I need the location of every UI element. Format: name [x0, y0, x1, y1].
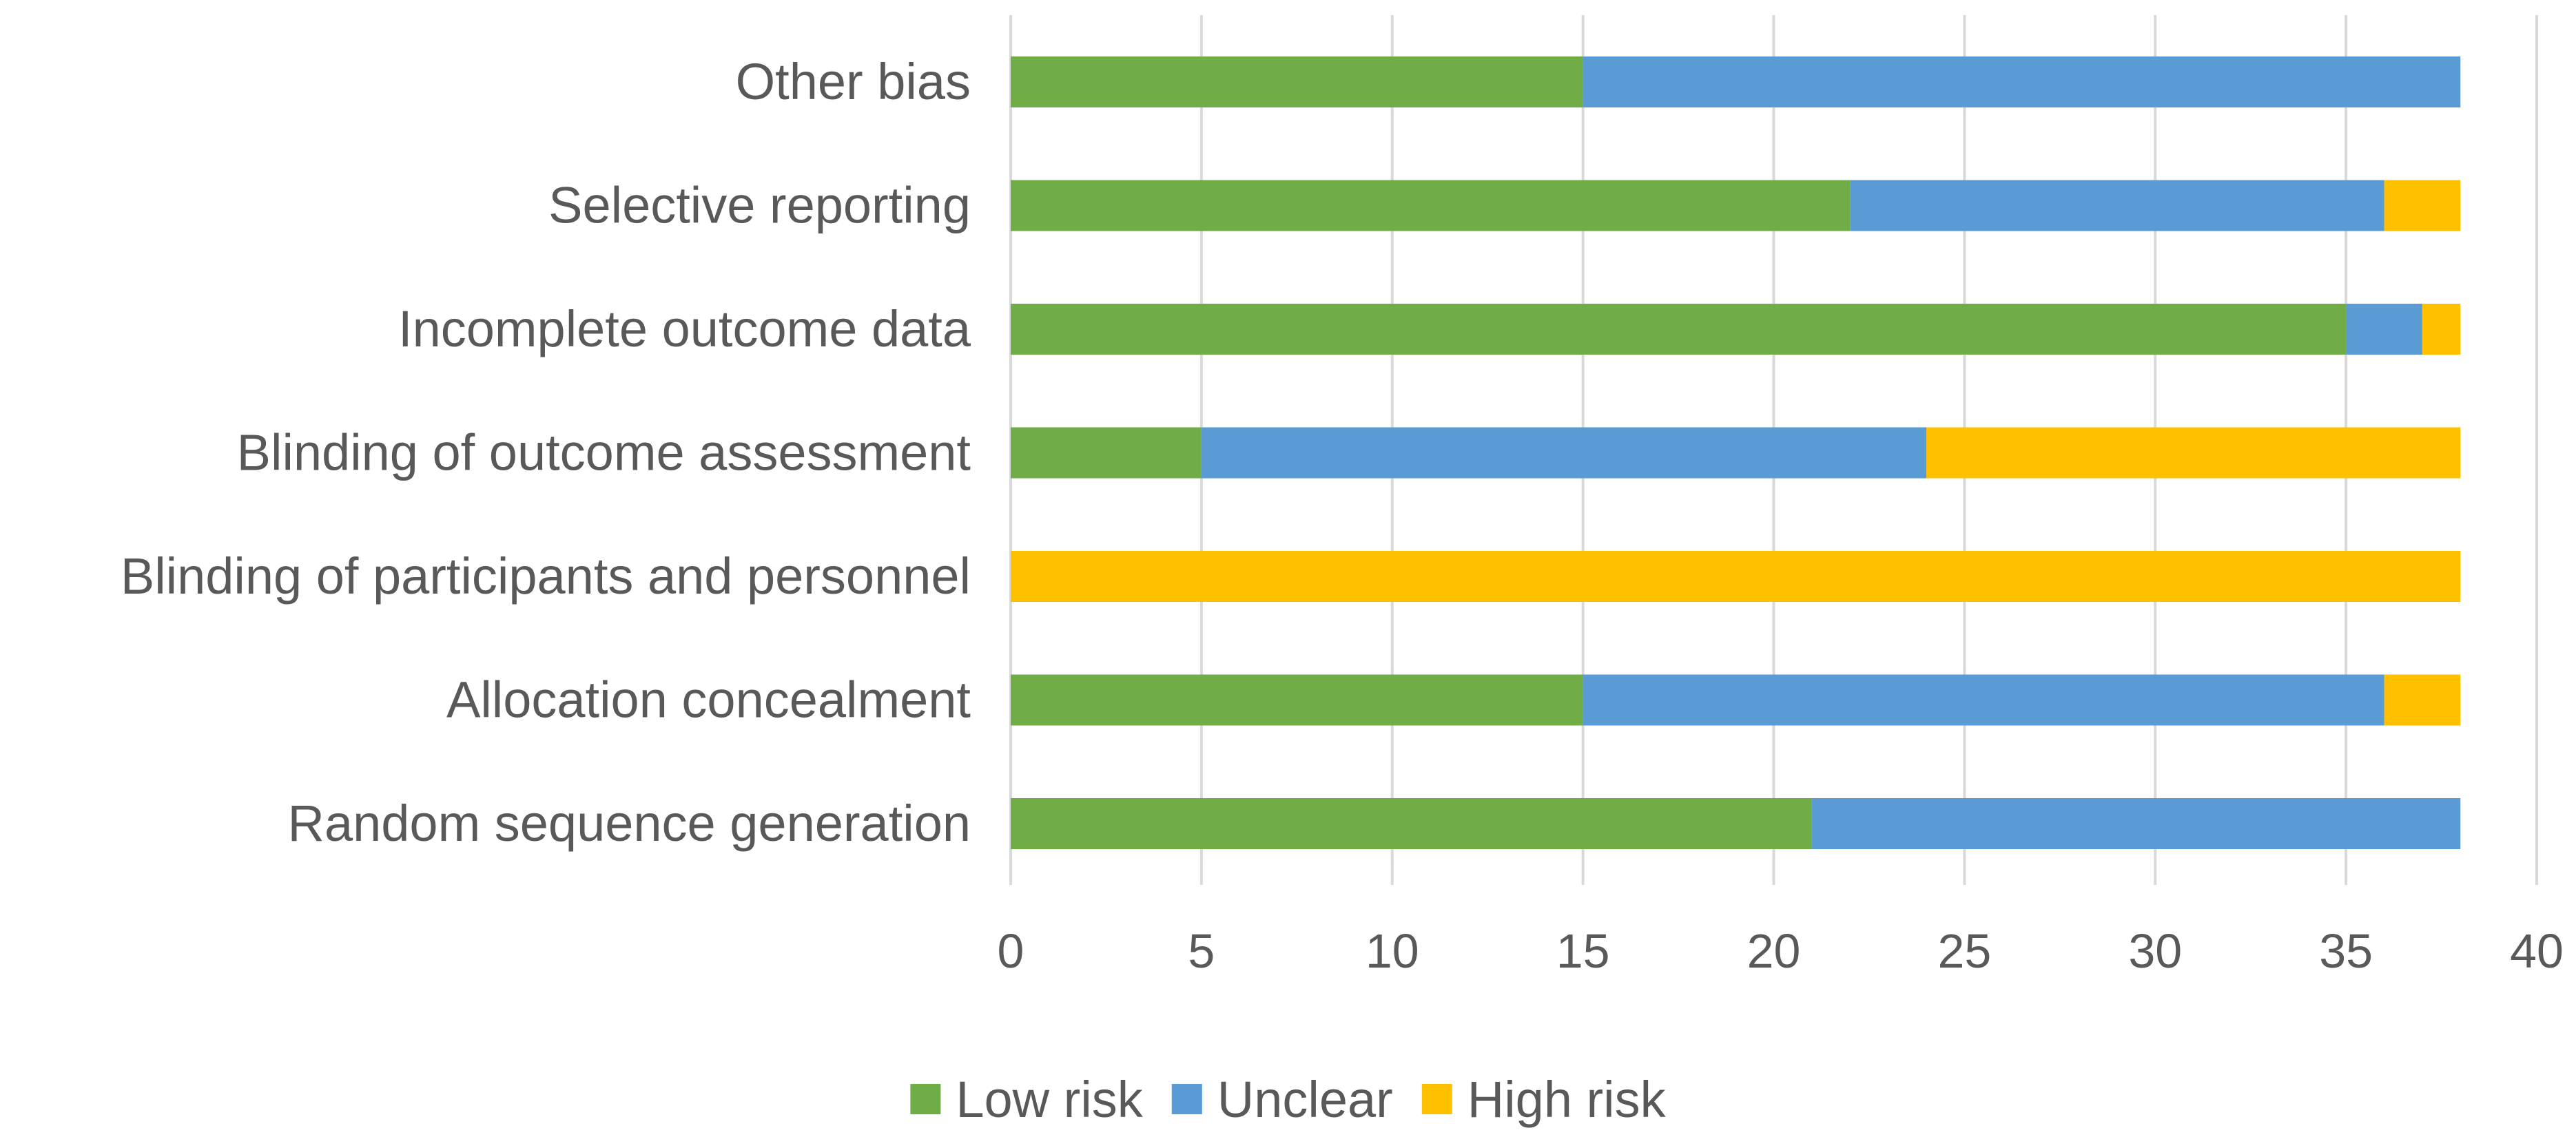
bar-selective-reporting-unclear: [1850, 180, 2384, 231]
category-label-incomplete-outcome-data: Incomplete outcome data: [398, 300, 971, 357]
category-label-random-sequence-generation: Random sequence generation: [288, 795, 971, 852]
bar-blinding-of-outcome-assessment-high-risk: [1926, 427, 2461, 479]
bars: [1011, 56, 2461, 849]
legend: Low risk Unclear High risk: [910, 1071, 1667, 1128]
category-label-allocation-concealment: Allocation concealment: [446, 671, 971, 729]
bar-other-bias-low-risk: [1011, 56, 1583, 107]
x-tick-label-35: 35: [2319, 924, 2373, 978]
category-label-other-bias: Other bias: [736, 53, 971, 110]
x-tick-label-15: 15: [1556, 924, 1610, 978]
x-tick-label-40: 40: [2510, 924, 2564, 978]
bar-blinding-of-outcome-assessment-low-risk: [1011, 427, 1202, 479]
category-label-selective-reporting: Selective reporting: [548, 177, 971, 234]
bar-blinding-of-outcome-assessment-unclear: [1201, 427, 1926, 479]
bar-incomplete-outcome-data-unclear: [2346, 304, 2422, 355]
legend-swatch-unclear: [1171, 1084, 1202, 1114]
bar-other-bias-unclear: [1583, 56, 2461, 107]
legend-label-high-risk: High risk: [1467, 1071, 1667, 1128]
x-tick-label-25: 25: [1937, 924, 1991, 978]
x-tick-label-0: 0: [998, 924, 1024, 978]
legend-label-low-risk: Low risk: [956, 1071, 1143, 1128]
bar-allocation-concealment-high-risk: [2384, 674, 2461, 726]
category-label-blinding-of-outcome-assessment: Blinding of outcome assessment: [237, 424, 971, 481]
bar-allocation-concealment-unclear: [1583, 674, 2384, 726]
x-tick-label-20: 20: [1747, 924, 1801, 978]
bar-allocation-concealment-low-risk: [1011, 674, 1583, 726]
x-tick-label-10: 10: [1366, 924, 1419, 978]
bar-incomplete-outcome-data-low-risk: [1011, 304, 2347, 355]
x-tick-label-30: 30: [2128, 924, 2182, 978]
axes: 0 5 10 15 20 25 30 35 40 Other bias Selective repo…: [121, 53, 2564, 978]
bar-blinding-of-participants-and-personnel-high-risk: [1011, 551, 2461, 602]
bar-random-sequence-generation-unclear: [1811, 798, 2461, 849]
category-label-blinding-of-participants-and-personnel: Blinding of participants and personnel: [121, 547, 971, 605]
bar-incomplete-outcome-data-high-risk: [2422, 304, 2461, 355]
bar-selective-reporting-high-risk: [2384, 180, 2461, 231]
bar-random-sequence-generation-low-risk: [1011, 798, 1812, 849]
x-tick-label-5: 5: [1188, 924, 1215, 978]
legend-swatch-low-risk: [910, 1084, 941, 1114]
bar-selective-reporting-low-risk: [1011, 180, 1851, 231]
legend-swatch-high-risk: [1421, 1084, 1452, 1114]
legend-label-unclear: Unclear: [1217, 1071, 1393, 1128]
